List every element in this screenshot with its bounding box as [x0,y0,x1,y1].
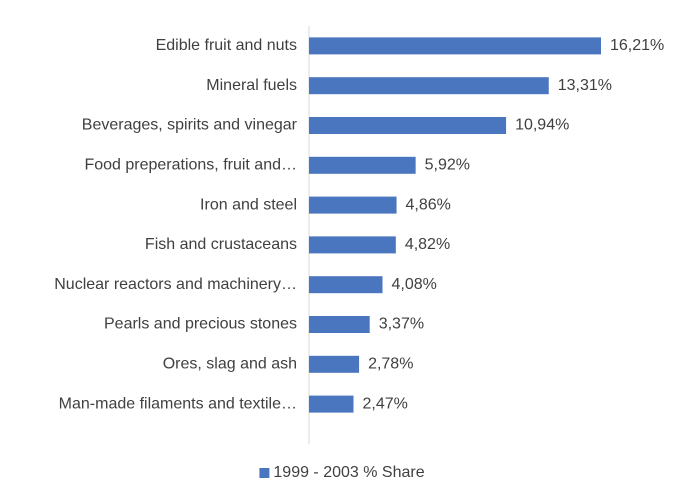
category-label: Pearls and precious stones [104,316,297,333]
value-label: 2,47% [362,395,407,412]
value-label: 10,94% [515,117,569,134]
bar [309,236,396,254]
category-label: Man-made filaments and textile… [59,395,297,412]
category-label: Food preperations, fruit and… [84,157,297,174]
value-label: 4,82% [405,236,450,253]
bar [309,156,416,174]
value-label: 3,37% [379,316,424,333]
category-label: Fish and crustaceans [145,236,297,253]
legend-label: 1999 - 2003 % Share [273,464,424,481]
category-label: Edible fruit and nuts [156,37,297,54]
bar [309,316,370,333]
bar [309,117,507,134]
category-label: Ores, slag and ash [163,356,297,373]
value-label: 13,31% [558,77,612,94]
bar [309,355,360,373]
category-label: Mineral fuels [206,77,297,94]
value-label: 5,92% [425,157,470,174]
bar [309,276,383,294]
category-label: Nuclear reactors and machinery… [54,276,297,293]
value-label: 2,78% [368,356,413,373]
bar [309,395,354,413]
value-label: 4,08% [391,276,436,293]
bar [309,77,549,95]
bar [309,196,397,214]
value-label: 16,21% [610,37,664,54]
category-label: Iron and steel [200,196,297,213]
category-label: Beverages, spirits and vinegar [82,117,298,134]
bar [309,37,601,55]
legend-swatch [259,468,270,478]
value-label: 4,86% [406,196,451,213]
